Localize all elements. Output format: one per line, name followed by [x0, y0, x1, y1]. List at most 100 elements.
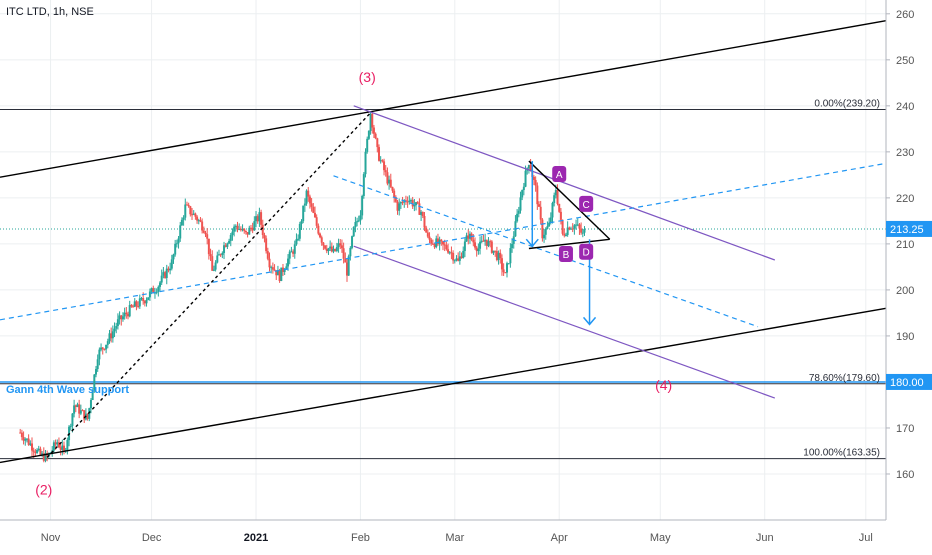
candle-body	[361, 196, 364, 216]
price-axis-bg	[886, 0, 932, 550]
candle-body	[442, 241, 444, 245]
trend-line[interactable]	[46, 112, 372, 458]
candle-body	[278, 270, 281, 281]
candle-body	[133, 301, 136, 307]
candle-body	[297, 238, 300, 240]
candle-body	[100, 347, 103, 350]
candle-body	[443, 244, 446, 246]
candle-body	[135, 301, 138, 306]
candle-body	[246, 232, 249, 235]
candle-body	[383, 161, 386, 171]
candle-body	[157, 286, 160, 292]
candle-body	[499, 252, 502, 259]
candle-body	[332, 248, 335, 252]
time-tick-label: 2021	[244, 532, 268, 544]
candle-body	[313, 212, 316, 218]
candle-body	[108, 333, 111, 342]
candle-body	[275, 270, 278, 276]
price-tick-label: 160	[896, 469, 914, 481]
candle-body	[305, 190, 308, 204]
trend-line[interactable]	[528, 238, 610, 250]
candle-body	[347, 256, 350, 276]
candle-body	[202, 230, 205, 233]
candle-body	[536, 185, 539, 205]
candle-body	[116, 319, 119, 327]
candle-body	[303, 203, 306, 206]
candle-body	[137, 305, 140, 307]
trend-line[interactable]	[528, 160, 611, 240]
trend-line[interactable]	[353, 245, 776, 399]
candle-body	[386, 172, 389, 184]
candle-body	[334, 248, 337, 251]
candle-body	[231, 231, 234, 236]
candle-body	[548, 222, 551, 227]
candle-body	[260, 212, 263, 225]
candle-body	[344, 258, 347, 263]
candle-body	[448, 252, 451, 254]
candle-body	[258, 212, 261, 222]
candle-body	[351, 236, 354, 248]
candle-body	[194, 213, 197, 217]
candle-body	[271, 267, 274, 270]
candle-body	[472, 239, 475, 243]
candle-body	[411, 200, 414, 207]
candle-body	[96, 359, 99, 370]
candle-body	[484, 239, 487, 242]
candle-body	[310, 203, 313, 207]
candle-body	[367, 130, 370, 139]
candle-body	[155, 291, 158, 293]
trend-line[interactable]	[0, 20, 887, 178]
candle-body	[239, 228, 242, 231]
candle-body	[307, 190, 310, 197]
candle-body	[83, 410, 86, 420]
candle-body	[509, 248, 512, 264]
annotation-text: Gann 4th Wave support	[6, 384, 129, 396]
candle-body	[374, 133, 377, 139]
candle-body	[474, 242, 477, 248]
candle-body	[575, 224, 578, 226]
candle-body	[74, 405, 77, 407]
trend-line[interactable]	[333, 175, 759, 328]
candle-body	[106, 341, 109, 345]
candle-body	[37, 448, 40, 451]
trend-line[interactable]	[0, 162, 887, 321]
pattern-badge[interactable]	[558, 246, 573, 263]
candle-body	[576, 224, 579, 226]
candle-body	[489, 241, 492, 243]
pattern-badge[interactable]	[579, 243, 594, 260]
candle-body	[266, 251, 269, 259]
pattern-badge[interactable]	[552, 165, 567, 182]
candle-body	[127, 314, 130, 317]
candle-body	[329, 246, 332, 249]
candle-body	[480, 240, 483, 242]
candle-body	[236, 225, 239, 230]
pattern-badge[interactable]	[579, 195, 594, 212]
candle-body	[543, 234, 546, 239]
candle-body	[221, 252, 224, 255]
candle-body	[71, 413, 74, 427]
candle-body	[406, 201, 409, 203]
time-tick-label: Feb	[351, 532, 370, 544]
candle-body	[255, 216, 258, 222]
candle-body	[431, 243, 434, 245]
candle-body	[463, 241, 466, 251]
candle-body	[251, 227, 254, 231]
candle-body	[327, 248, 330, 252]
time-axis-bg	[0, 520, 932, 550]
candle-body	[433, 244, 436, 248]
candle-body	[377, 147, 380, 161]
candle-body	[581, 232, 584, 234]
price-tick-label: 170	[896, 423, 914, 435]
candle-body	[142, 298, 145, 302]
candle-body	[452, 252, 455, 261]
candle-body	[372, 127, 375, 134]
candle-body	[54, 442, 57, 445]
support-price-badge	[886, 373, 932, 390]
candle-body	[415, 202, 418, 206]
trend-line[interactable]	[0, 307, 887, 464]
candle-body	[391, 186, 394, 191]
candle-body	[20, 432, 23, 438]
trend-line[interactable]	[353, 105, 776, 261]
